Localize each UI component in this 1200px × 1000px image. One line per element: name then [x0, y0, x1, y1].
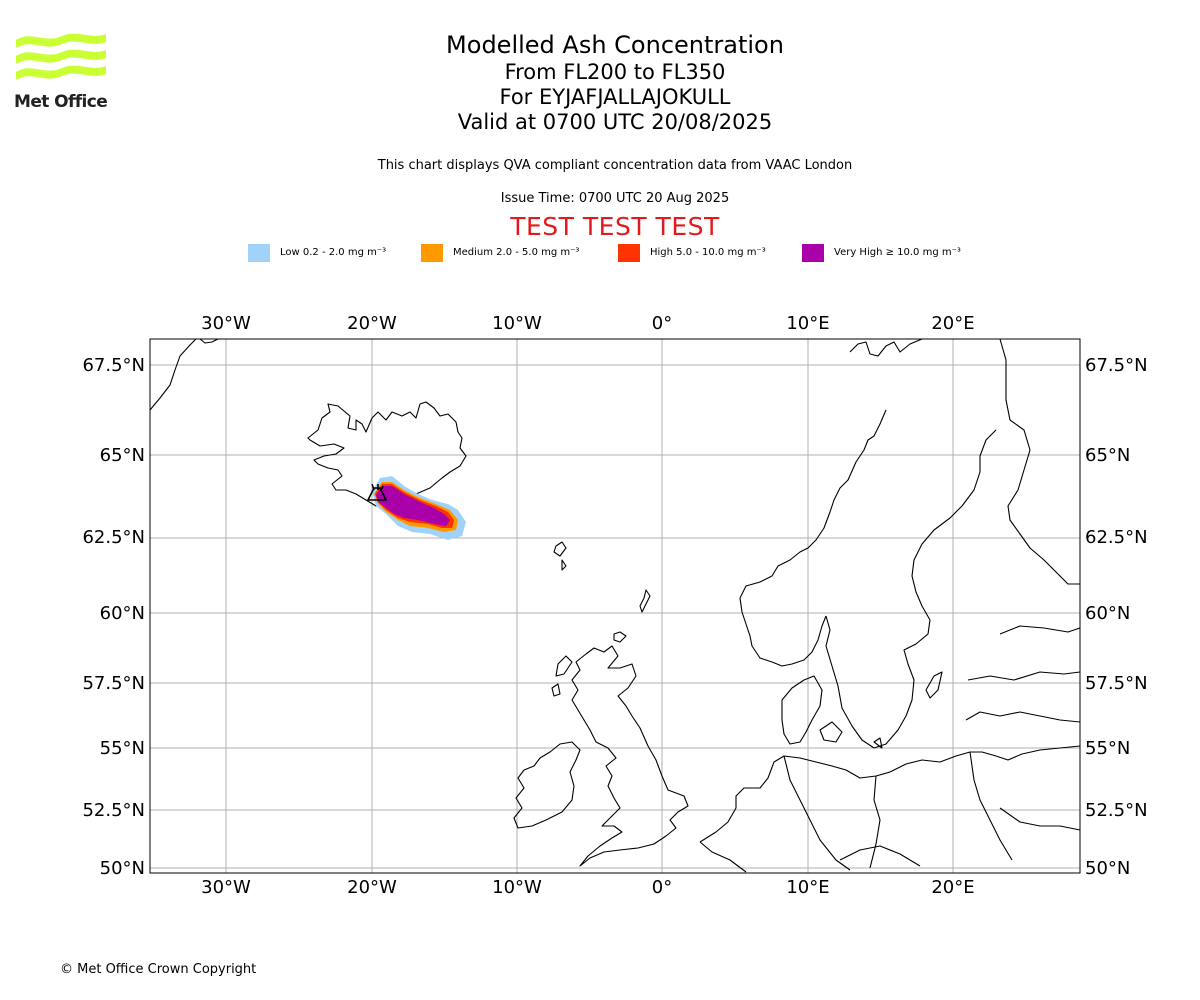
- denmark-coast: [781, 675, 843, 745]
- test-banner: TEST TEST TEST: [510, 212, 720, 241]
- lon-tick-10w-bottom: 10°W: [492, 877, 542, 898]
- ash-plume: [372, 476, 466, 540]
- lon-tick-20w-top: 20°W: [347, 313, 397, 334]
- hebrides-islands: [551, 655, 573, 697]
- country-borders: [699, 625, 1081, 873]
- met-office-logo: [16, 33, 106, 80]
- ash-plume-very-high: [376, 486, 450, 526]
- met-office-logo-waves: [16, 33, 106, 80]
- lon-tick-10e-top: 10°E: [786, 313, 829, 334]
- legend-swatch-medium: [421, 244, 443, 262]
- lat-tick-57-5-left: 57.5°N: [82, 673, 145, 694]
- lon-tick-0-bottom: 0°: [652, 877, 672, 898]
- lat-tick-60-right: 60°N: [1085, 603, 1130, 624]
- title-line-3: For EYJAFJALLAJOKULL: [499, 85, 731, 109]
- lat-tick-52-5-right: 52.5°N: [1085, 800, 1148, 821]
- lat-tick-52-5-left: 52.5°N: [82, 800, 145, 821]
- legend-swatch-high: [618, 244, 640, 262]
- iceland-coast: [307, 401, 467, 507]
- lon-tick-20e-bottom: 20°E: [931, 877, 974, 898]
- legend-swatch-low: [248, 244, 270, 262]
- scandinavia-coast: [739, 338, 1080, 749]
- orkney-islands: [613, 631, 627, 643]
- lon-ticks-bottom: 30°W 20°W 10°W 0° 10°E 20°E: [201, 877, 974, 898]
- continental-europe-coast: [699, 745, 1081, 843]
- issue-time: Issue Time: 0700 UTC 20 Aug 2025: [500, 191, 730, 206]
- legend-label-high: High 5.0 - 10.0 mg m⁻³: [650, 247, 766, 258]
- lat-tick-57-5-right: 57.5°N: [1085, 673, 1148, 694]
- lon-ticks-top: 30°W 20°W 10°W 0° 10°E 20°E: [201, 313, 974, 334]
- lon-tick-10w-top: 10°W: [492, 313, 542, 334]
- chart-subtitle: This chart displays QVA compliant concen…: [377, 158, 853, 173]
- coastlines: [149, 338, 1081, 873]
- lat-tick-67-5-left: 67.5°N: [82, 355, 145, 376]
- shetland-islands: [639, 589, 651, 613]
- met-office-logo-text: Met Office: [14, 92, 108, 112]
- greenland-coast: [149, 338, 219, 411]
- legend-label-low: Low 0.2 - 2.0 mg m⁻³: [280, 247, 387, 258]
- lat-tick-67-5-right: 67.5°N: [1085, 355, 1148, 376]
- title-line-1: Modelled Ash Concentration: [446, 31, 784, 59]
- lon-tick-20w-bottom: 20°W: [347, 877, 397, 898]
- lat-tick-60-left: 60°N: [100, 603, 145, 624]
- lat-ticks-right: 67.5°N 65°N 62.5°N 60°N 57.5°N 55°N 52.5…: [1085, 355, 1148, 879]
- volcano-icon: [366, 483, 388, 501]
- legend-label-medium: Medium 2.0 - 5.0 mg m⁻³: [453, 247, 580, 258]
- lat-tick-50-left: 50°N: [100, 858, 145, 879]
- legend-label-very-high: Very High ≥ 10.0 mg m⁻³: [834, 247, 961, 258]
- great-britain-coast: [571, 645, 689, 867]
- lon-tick-10e-bottom: 10°E: [786, 877, 829, 898]
- copyright-notice: © Met Office Crown Copyright: [60, 962, 257, 977]
- ireland-coast: [513, 741, 581, 829]
- lat-tick-62-5-left: 62.5°N: [82, 527, 145, 548]
- lat-tick-55-left: 55°N: [100, 738, 145, 759]
- lon-tick-20e-top: 20°E: [931, 313, 974, 334]
- lat-tick-62-5-right: 62.5°N: [1085, 527, 1148, 548]
- legend-swatch-very-high: [802, 244, 824, 262]
- lon-tick-30w-top: 30°W: [201, 313, 251, 334]
- title-line-4: Valid at 0700 UTC 20/08/2025: [457, 110, 773, 134]
- chart-title-block: Modelled Ash Concentration From FL200 to…: [0, 30, 1200, 135]
- ash-map: 30°W 20°W 10°W 0° 10°E 20°E 30°W 20°W 10…: [82, 313, 1148, 898]
- graticule: [150, 339, 1080, 873]
- map-frame: [149, 338, 1081, 874]
- faroe-islands: [553, 541, 567, 571]
- lon-tick-0-top: 0°: [652, 313, 672, 334]
- lat-tick-65-right: 65°N: [1085, 445, 1130, 466]
- baltic-islands: [873, 671, 943, 749]
- lon-tick-30w-bottom: 30°W: [201, 877, 251, 898]
- lat-tick-55-right: 55°N: [1085, 738, 1130, 759]
- lat-ticks-left: 67.5°N 65°N 62.5°N 60°N 57.5°N 55°N 52.5…: [82, 355, 145, 879]
- title-line-2: From FL200 to FL350: [504, 60, 726, 84]
- lat-tick-50-right: 50°N: [1085, 858, 1130, 879]
- lat-tick-65-left: 65°N: [100, 445, 145, 466]
